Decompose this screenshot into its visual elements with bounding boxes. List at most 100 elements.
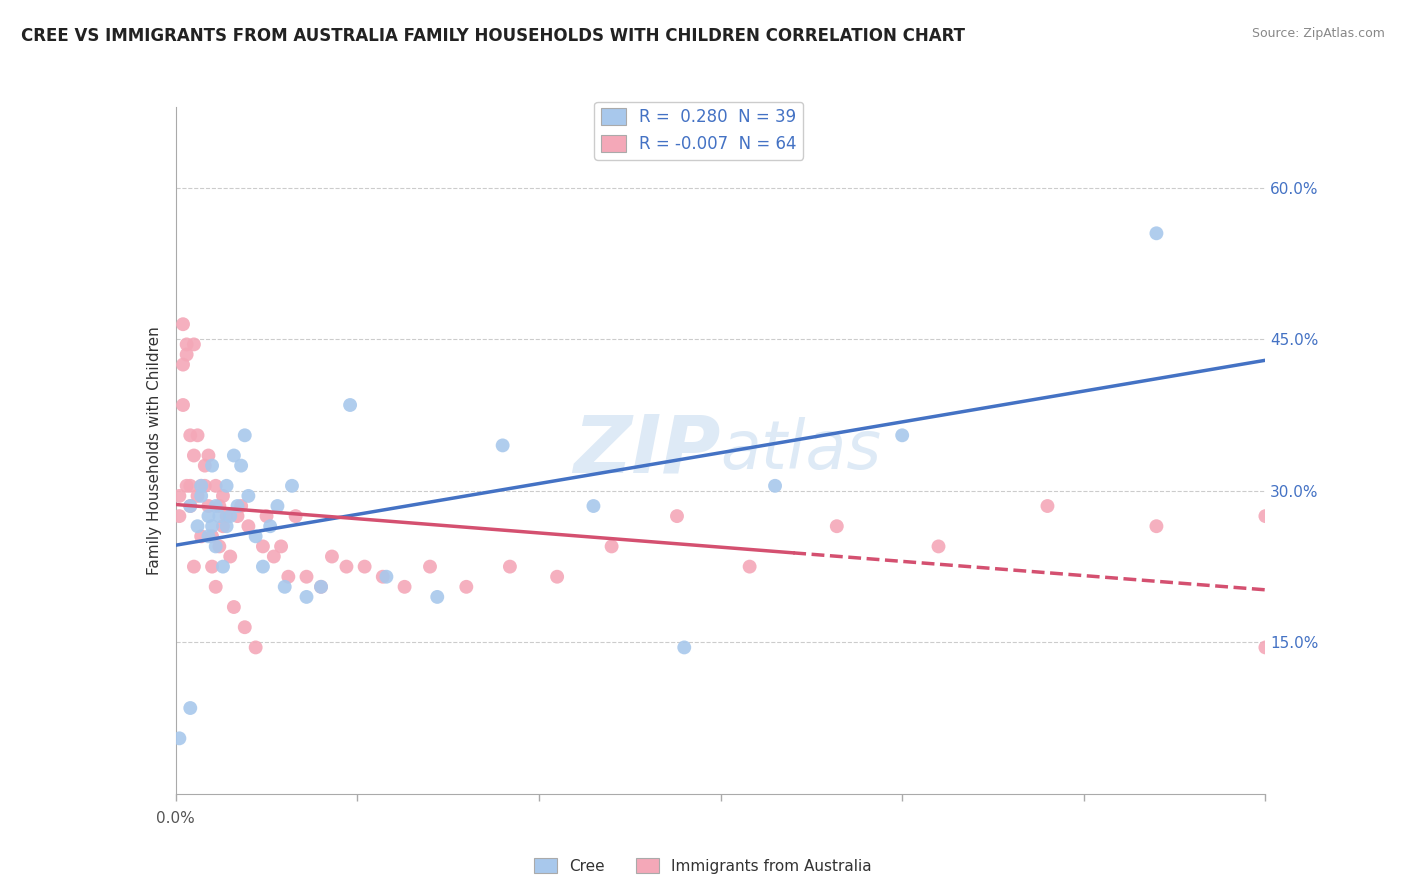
Point <box>339 398 361 412</box>
Point <box>179 499 201 513</box>
Point <box>201 559 224 574</box>
Point <box>186 428 209 442</box>
Point <box>186 489 209 503</box>
Point <box>204 499 226 513</box>
Point <box>219 549 242 564</box>
Point <box>197 509 219 524</box>
Point <box>238 489 260 503</box>
Point <box>270 540 292 554</box>
Text: ZIP: ZIP <box>574 411 721 490</box>
Point <box>208 499 231 513</box>
Point <box>222 600 245 615</box>
Point <box>190 479 212 493</box>
Point <box>226 509 249 524</box>
Point <box>183 559 205 574</box>
Point <box>176 479 198 493</box>
Text: 0.0%: 0.0% <box>156 811 195 826</box>
Point <box>825 519 848 533</box>
Point <box>673 640 696 655</box>
Point <box>208 509 231 524</box>
Point <box>256 509 278 524</box>
Point <box>1146 519 1168 533</box>
Text: Source: ZipAtlas.com: Source: ZipAtlas.com <box>1251 27 1385 40</box>
Point <box>321 549 343 564</box>
Point <box>215 479 238 493</box>
Point <box>183 449 205 463</box>
Point <box>492 438 515 452</box>
Point <box>169 509 191 524</box>
Point <box>582 499 605 513</box>
Point <box>419 559 441 574</box>
Point <box>219 509 242 524</box>
Point <box>263 549 285 564</box>
Point <box>190 479 212 493</box>
Point <box>394 580 416 594</box>
Point <box>204 540 226 554</box>
Point <box>190 489 212 503</box>
Point <box>277 570 299 584</box>
Point <box>212 489 235 503</box>
Point <box>179 701 201 715</box>
Point <box>222 449 245 463</box>
Point <box>179 428 201 442</box>
Point <box>252 540 274 554</box>
Point <box>266 499 288 513</box>
Point <box>172 358 194 372</box>
Point <box>208 540 231 554</box>
Point <box>194 458 217 473</box>
Point <box>176 337 198 351</box>
Point <box>499 559 522 574</box>
Point <box>179 479 201 493</box>
Point <box>763 479 786 493</box>
Point <box>231 458 253 473</box>
Point <box>738 559 761 574</box>
Point <box>274 580 297 594</box>
Point <box>201 519 224 533</box>
Point <box>335 559 357 574</box>
Point <box>295 570 318 584</box>
Point <box>215 509 238 524</box>
Point <box>1036 499 1059 513</box>
Point <box>176 347 198 361</box>
Point <box>426 590 449 604</box>
Point <box>197 499 219 513</box>
Point <box>197 449 219 463</box>
Point <box>233 620 256 634</box>
Point <box>309 580 332 594</box>
Text: atlas: atlas <box>721 417 882 483</box>
Point <box>183 337 205 351</box>
Point <box>600 540 623 554</box>
Point <box>666 509 689 524</box>
Point <box>197 529 219 543</box>
Point <box>1254 509 1277 524</box>
Point <box>212 519 235 533</box>
Point <box>169 489 191 503</box>
Point <box>1254 640 1277 655</box>
Point <box>233 428 256 442</box>
Legend: Cree, Immigrants from Australia: Cree, Immigrants from Australia <box>529 852 877 880</box>
Point <box>456 580 478 594</box>
Point <box>891 428 914 442</box>
Point <box>281 479 304 493</box>
Point <box>169 731 191 746</box>
Point <box>204 479 226 493</box>
Point <box>375 570 398 584</box>
Point <box>201 458 224 473</box>
Point <box>172 317 194 331</box>
Point <box>546 570 568 584</box>
Point <box>204 580 226 594</box>
Point <box>238 519 260 533</box>
Point <box>201 529 224 543</box>
Point <box>1146 227 1168 241</box>
Point <box>186 519 209 533</box>
Point <box>212 559 235 574</box>
Point <box>252 559 274 574</box>
Point <box>172 398 194 412</box>
Point <box>231 499 253 513</box>
Point <box>353 559 375 574</box>
Point <box>928 540 950 554</box>
Point <box>309 580 332 594</box>
Point <box>215 519 238 533</box>
Legend: R =  0.280  N = 39, R = -0.007  N = 64: R = 0.280 N = 39, R = -0.007 N = 64 <box>595 102 803 160</box>
Point <box>194 479 217 493</box>
